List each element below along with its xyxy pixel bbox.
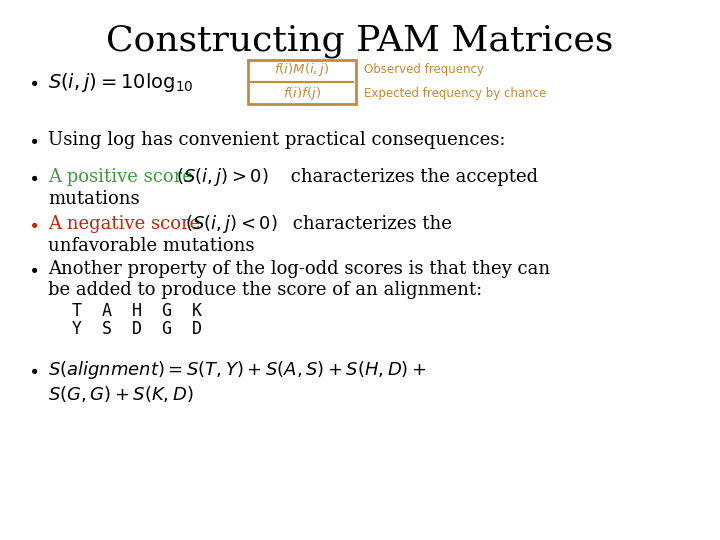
Text: $(S(i,j)>0)$: $(S(i,j)>0)$ (176, 166, 269, 188)
Text: mutations: mutations (48, 190, 140, 208)
Text: $\bullet$: $\bullet$ (28, 361, 38, 379)
Text: Expected frequency by chance: Expected frequency by chance (364, 87, 546, 100)
Text: $\bullet$: $\bullet$ (28, 73, 38, 91)
Text: $\bullet$: $\bullet$ (28, 168, 38, 186)
Text: Observed frequency: Observed frequency (364, 64, 484, 77)
Text: $f(i)f(j)$: $f(i)f(j)$ (283, 85, 321, 103)
Text: characterizes the: characterizes the (287, 215, 452, 233)
Text: A positive score: A positive score (48, 168, 199, 186)
Text: $\bullet$: $\bullet$ (28, 260, 38, 278)
Text: $(S(i,j)<0)$: $(S(i,j)<0)$ (185, 213, 278, 235)
Text: $\bullet$: $\bullet$ (28, 131, 38, 149)
Text: A negative score: A negative score (48, 215, 206, 233)
Text: $S(alignment) = S(T,Y) + S(A,S) + S(H,D) +$: $S(alignment) = S(T,Y) + S(A,S) + S(H,D)… (48, 359, 426, 381)
Text: $f(i)M(i,j)$: $f(i)M(i,j)$ (274, 62, 330, 78)
Text: $\bullet$: $\bullet$ (28, 215, 38, 233)
Text: T  A  H  G  K: T A H G K (72, 302, 202, 320)
Text: Y  S  D  G  D: Y S D G D (72, 320, 202, 338)
Text: unfavorable mutations: unfavorable mutations (48, 237, 254, 255)
Text: $S(i,j) = 10\log_{10}$: $S(i,j) = 10\log_{10}$ (48, 71, 194, 93)
Text: $S(G,G) + S(K,D)$: $S(G,G) + S(K,D)$ (48, 384, 194, 404)
Text: Constructing PAM Matrices: Constructing PAM Matrices (107, 24, 613, 58)
Text: Another property of the log-odd scores is that they can: Another property of the log-odd scores i… (48, 260, 550, 278)
Text: Using log has convenient practical consequences:: Using log has convenient practical conse… (48, 131, 505, 149)
Text: be added to produce the score of an alignment:: be added to produce the score of an alig… (48, 281, 482, 299)
Text: characterizes the accepted: characterizes the accepted (285, 168, 538, 186)
